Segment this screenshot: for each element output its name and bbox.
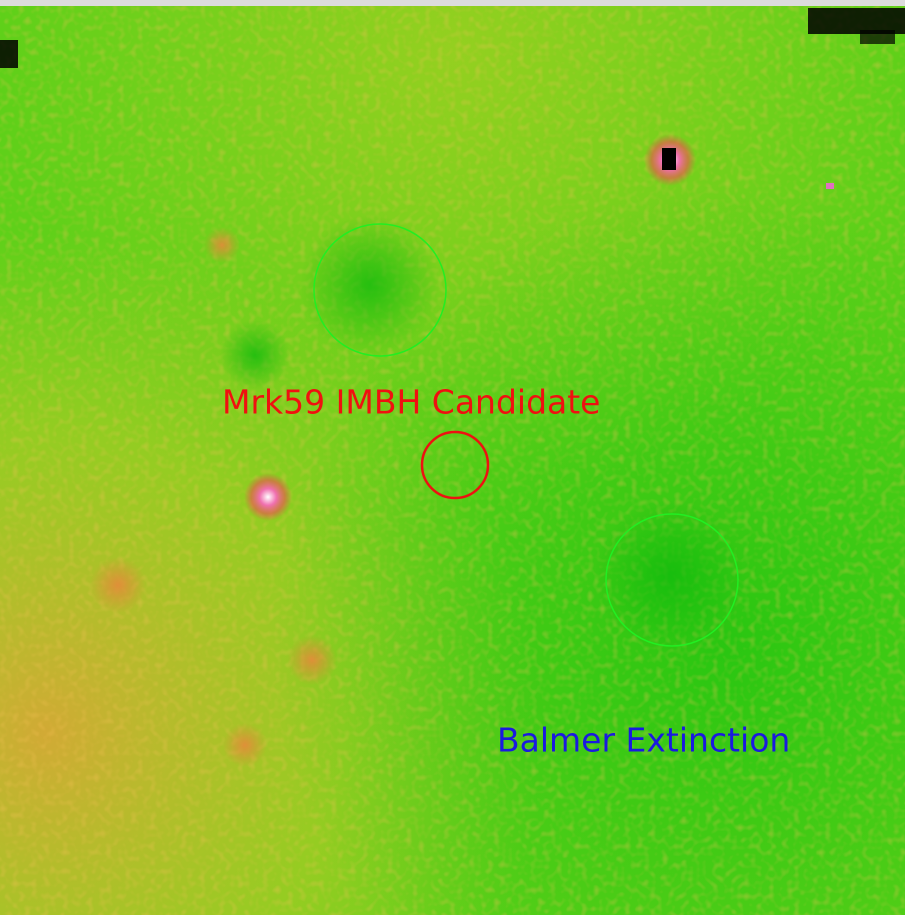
- window-edge: [0, 0, 905, 6]
- extinction-map: [0, 6, 905, 915]
- map-title: Balmer Extinction: [497, 721, 790, 760]
- candidate-label: Mrk59 IMBH Candidate: [222, 383, 601, 422]
- page: {"labels": {"candidate": "Mrk59 IMBH Can…: [0, 0, 905, 915]
- image-view: Mrk59 IMBH Candidate Balmer Extinction: [0, 0, 905, 915]
- bright-source: [244, 473, 292, 521]
